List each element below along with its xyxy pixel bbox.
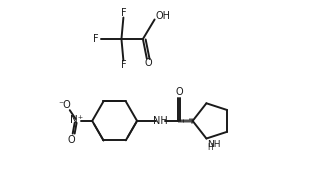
Text: F: F [121, 60, 126, 70]
Text: O: O [68, 135, 75, 145]
Text: F: F [93, 34, 99, 44]
Text: NH: NH [153, 116, 168, 126]
Text: O: O [145, 58, 152, 68]
Text: H: H [207, 143, 213, 152]
Text: OH: OH [156, 11, 171, 21]
Text: F: F [121, 8, 126, 18]
Text: ⁻O: ⁻O [59, 100, 71, 110]
Text: O: O [175, 87, 183, 97]
Text: NH: NH [207, 140, 221, 149]
Text: N⁺: N⁺ [70, 115, 83, 125]
